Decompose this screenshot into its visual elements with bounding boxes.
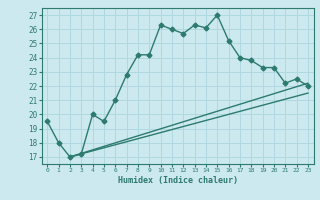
X-axis label: Humidex (Indice chaleur): Humidex (Indice chaleur) bbox=[118, 176, 237, 185]
